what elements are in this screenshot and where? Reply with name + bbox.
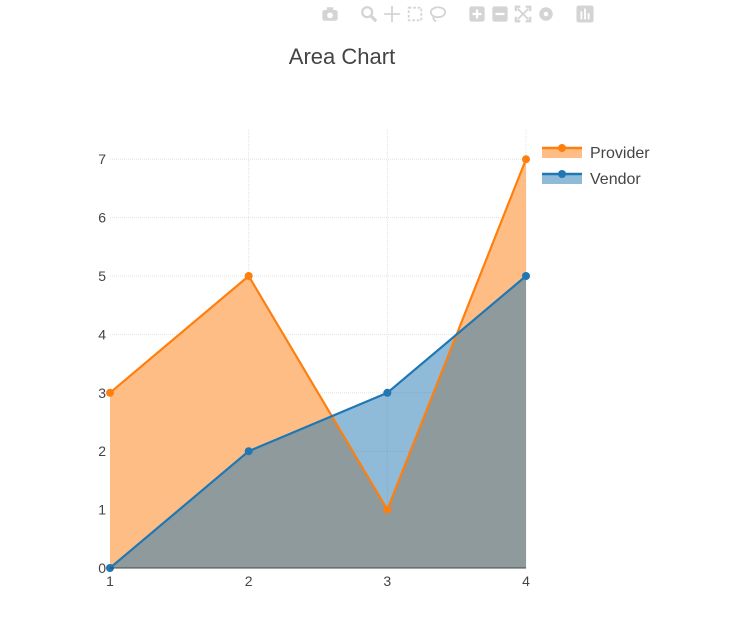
provider-point[interactable] <box>522 155 530 164</box>
legend-marker <box>558 144 566 152</box>
zoom-out-icon[interactable] <box>490 4 510 24</box>
legend-label: Provider <box>590 145 650 162</box>
box-select-icon[interactable] <box>405 4 425 24</box>
vendor-point[interactable] <box>383 388 392 397</box>
pan-icon[interactable] <box>382 4 402 24</box>
legend-item-vendor[interactable]: Vendor <box>542 170 641 188</box>
x-tick-label: 1 <box>106 573 114 589</box>
x-tick-label: 3 <box>383 573 391 589</box>
legend-swatch <box>542 148 582 158</box>
lasso-select-icon[interactable] <box>428 4 448 24</box>
provider-point[interactable] <box>244 272 253 280</box>
y-tick-label: 3 <box>98 385 106 401</box>
vendor-point[interactable] <box>244 447 253 456</box>
provider-point[interactable] <box>106 388 114 397</box>
y-tick-label: 0 <box>98 560 106 576</box>
y-tick-label: 5 <box>98 268 106 284</box>
y-tick-label: 6 <box>98 210 106 226</box>
reset-axes-icon[interactable] <box>536 4 556 24</box>
legend-marker <box>558 170 566 178</box>
autoscale-icon[interactable] <box>513 4 533 24</box>
y-tick-label: 2 <box>98 443 106 459</box>
y-tick-label: 7 <box>98 151 106 167</box>
zoom-icon[interactable] <box>359 4 379 24</box>
vendor-line[interactable] <box>109 275 527 569</box>
legend-swatch <box>542 174 582 184</box>
x-tick-label: 2 <box>245 573 253 589</box>
provider-point[interactable] <box>383 505 392 514</box>
plotly-logo-icon[interactable] <box>575 4 595 24</box>
legend[interactable]: Provider Vendor <box>542 144 650 188</box>
modebar <box>320 0 598 28</box>
y-tick-label: 4 <box>98 326 106 342</box>
legend-label: Vendor <box>590 171 641 188</box>
legend-item-provider[interactable]: Provider <box>542 144 650 162</box>
vendor-point[interactable] <box>522 272 530 280</box>
vendor-area-fill <box>110 276 526 568</box>
chart-title: Area Chart <box>289 44 395 69</box>
zoom-in-icon[interactable] <box>467 4 487 24</box>
x-tick-label: 4 <box>522 573 530 589</box>
plot-area[interactable] <box>106 155 530 572</box>
camera-icon[interactable] <box>320 4 340 24</box>
y-tick-label: 1 <box>98 502 106 518</box>
